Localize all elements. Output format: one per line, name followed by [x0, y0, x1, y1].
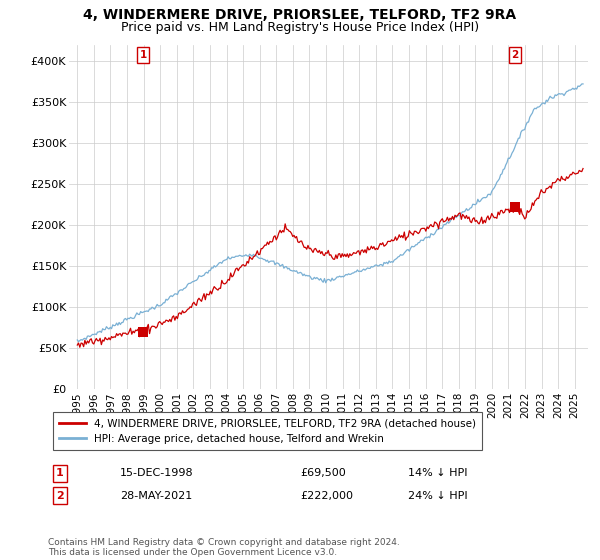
Text: 14% ↓ HPI: 14% ↓ HPI [408, 468, 467, 478]
Text: 15-DEC-1998: 15-DEC-1998 [120, 468, 194, 478]
Text: Price paid vs. HM Land Registry's House Price Index (HPI): Price paid vs. HM Land Registry's House … [121, 21, 479, 34]
Text: £222,000: £222,000 [300, 491, 353, 501]
Text: 28-MAY-2021: 28-MAY-2021 [120, 491, 192, 501]
Text: 4, WINDERMERE DRIVE, PRIORSLEE, TELFORD, TF2 9RA: 4, WINDERMERE DRIVE, PRIORSLEE, TELFORD,… [83, 8, 517, 22]
Text: 2: 2 [512, 50, 519, 60]
Text: 24% ↓ HPI: 24% ↓ HPI [408, 491, 467, 501]
Text: Contains HM Land Registry data © Crown copyright and database right 2024.
This d: Contains HM Land Registry data © Crown c… [48, 538, 400, 557]
Text: £69,500: £69,500 [300, 468, 346, 478]
Text: 1: 1 [139, 50, 146, 60]
Legend: 4, WINDERMERE DRIVE, PRIORSLEE, TELFORD, TF2 9RA (detached house), HPI: Average : 4, WINDERMERE DRIVE, PRIORSLEE, TELFORD,… [53, 412, 482, 450]
Text: 1: 1 [56, 468, 64, 478]
Text: 2: 2 [56, 491, 64, 501]
